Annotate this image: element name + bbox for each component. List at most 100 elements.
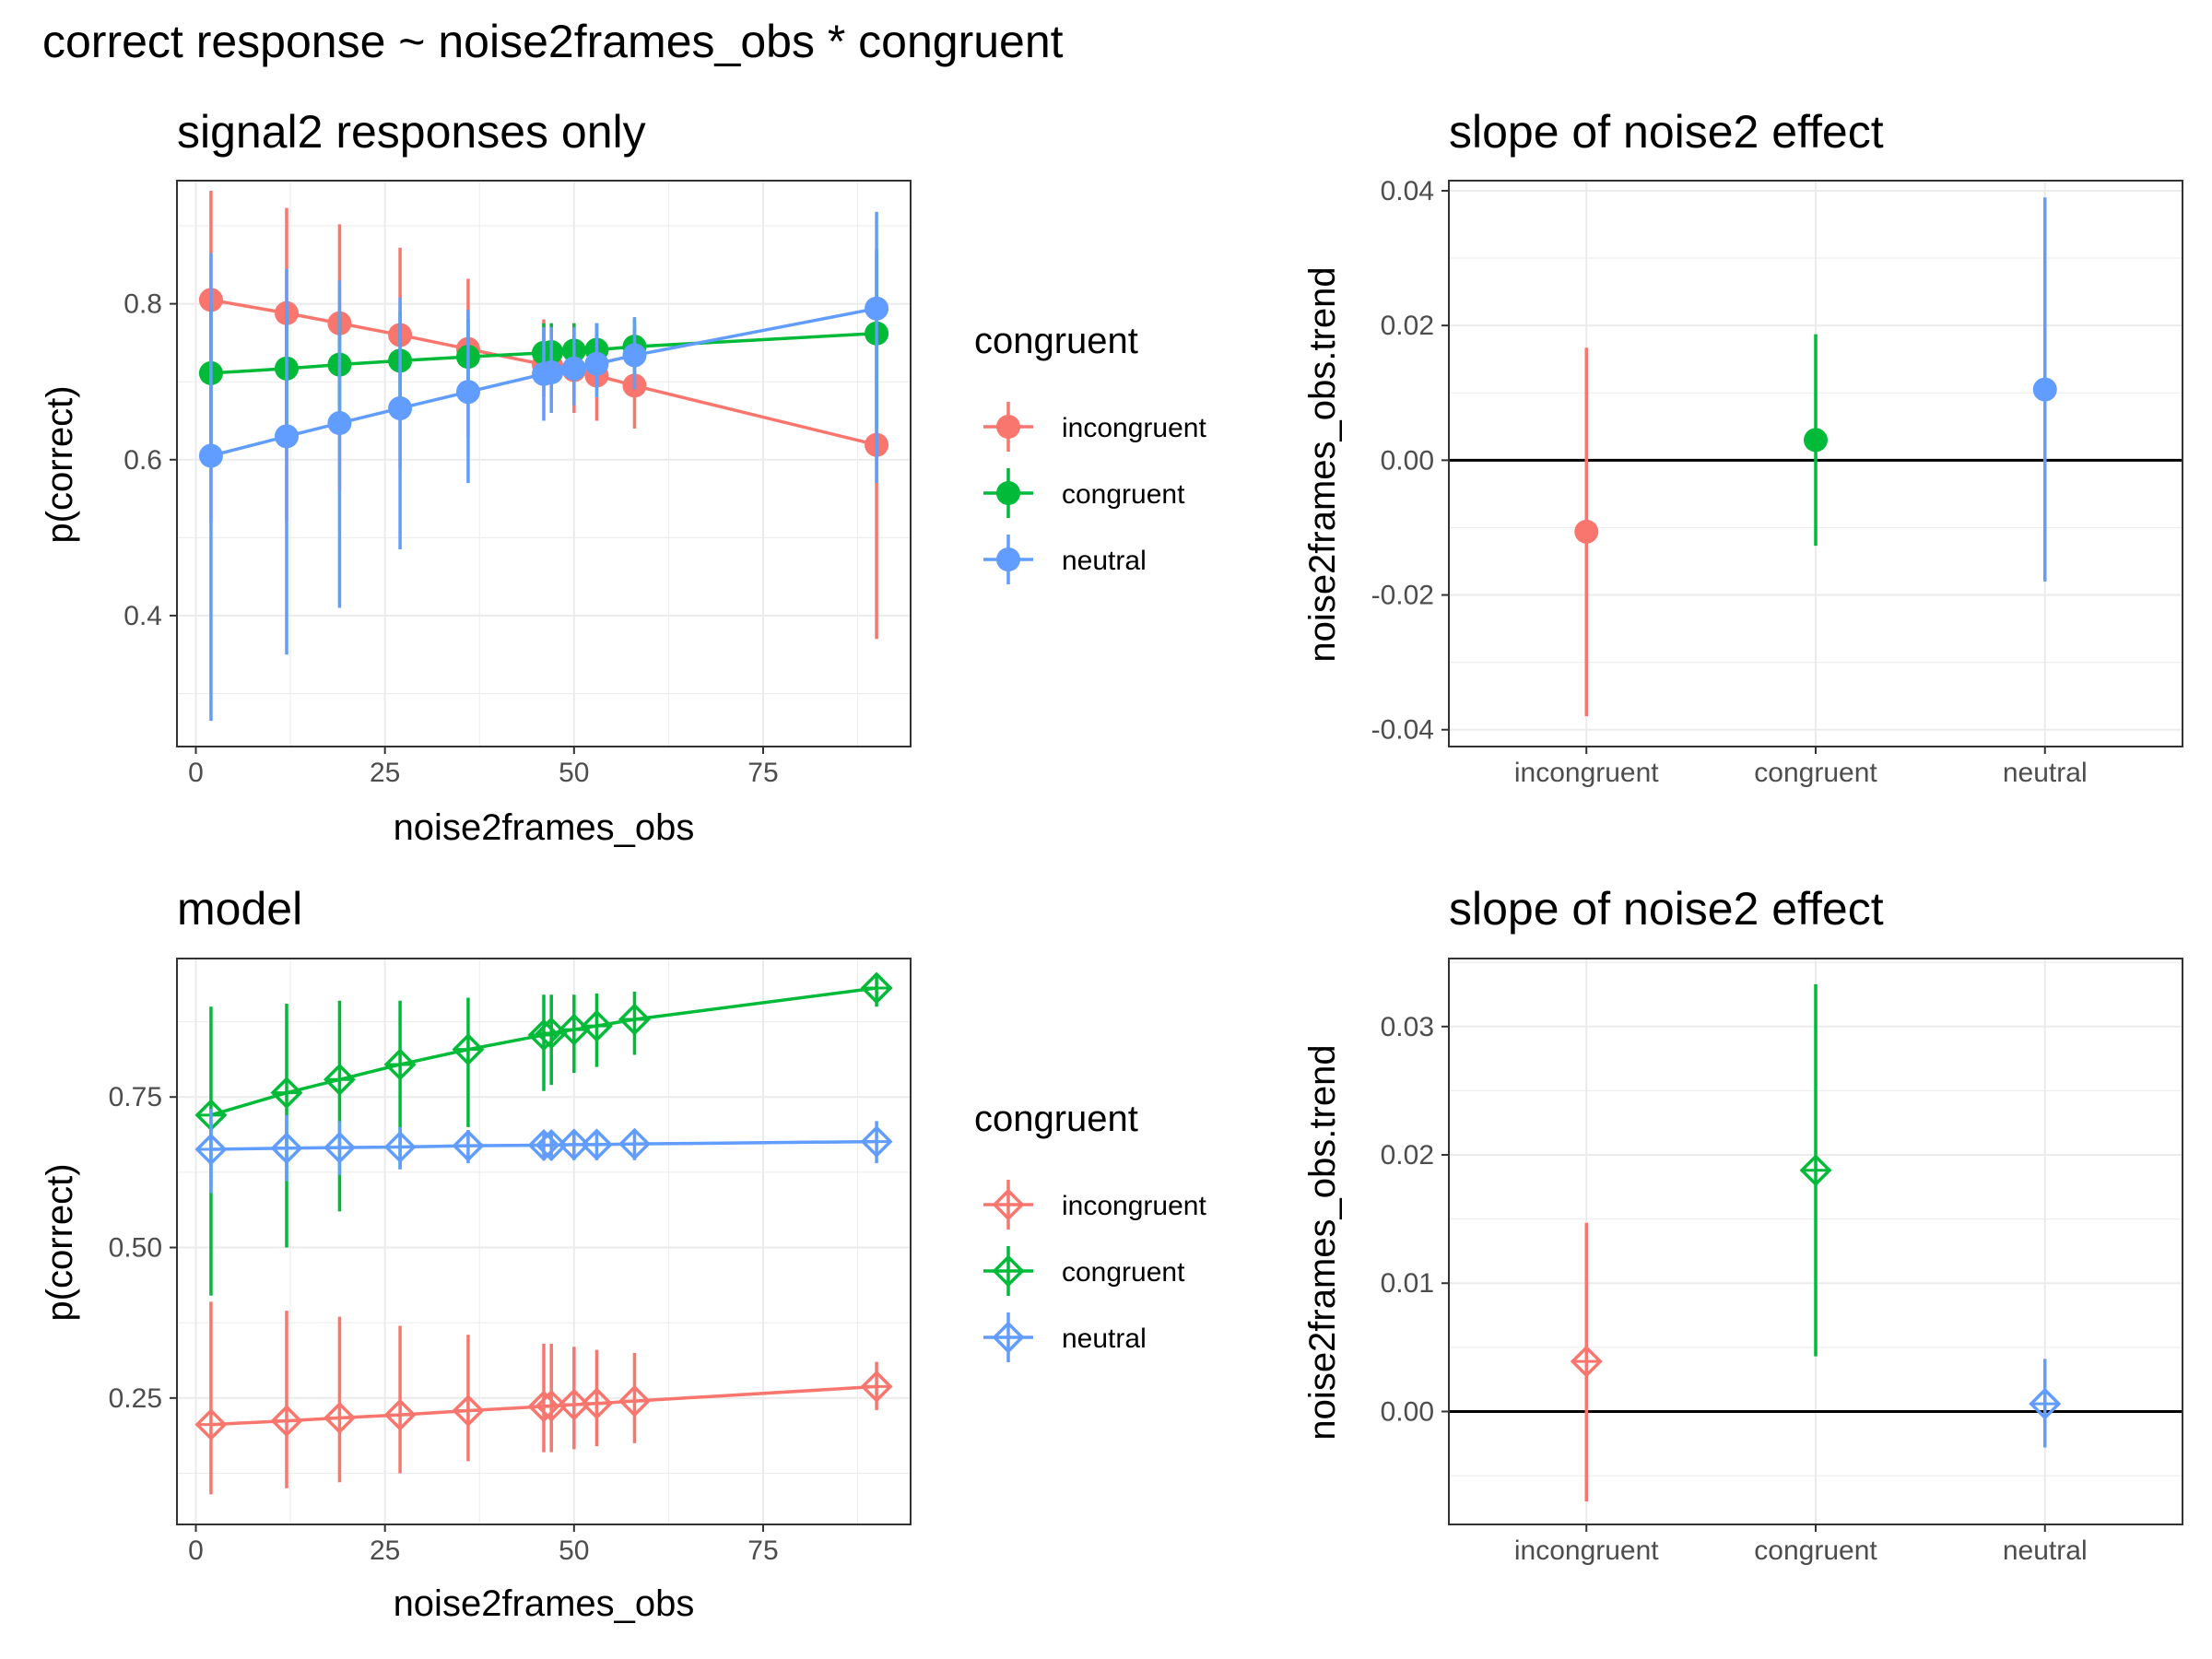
x-tick-label: 25 — [370, 758, 400, 788]
y-tick-label: -0.02 — [1371, 581, 1434, 611]
panel-title: signal2 responses only — [177, 106, 646, 158]
data-point — [618, 1384, 651, 1418]
panel-title: model — [177, 883, 302, 935]
panel-border — [176, 958, 912, 1525]
y-tick-label: 0.02 — [1381, 311, 1434, 341]
legend-key-marker — [992, 1254, 1025, 1288]
y-tick-label: -0.04 — [1371, 715, 1434, 746]
data-point — [274, 424, 299, 449]
x-tick-label: 0 — [188, 758, 204, 788]
y-tick-label: 0.50 — [109, 1233, 162, 1264]
plot-area-slope-model: incongruent congruent neutral 0.00 0.01 0.02 0… — [1381, 958, 2183, 1566]
data-point — [2029, 1387, 2062, 1420]
panel-model: model 0 25 50 75 0.25 0.50 0.75 noise2frames_o… — [40, 883, 1206, 1624]
data-point — [194, 1408, 228, 1441]
data-point — [323, 1063, 356, 1096]
data-point — [865, 296, 889, 321]
data-point — [1574, 519, 1599, 544]
data-point — [618, 1003, 651, 1036]
x-tick-label: neutral — [2003, 1535, 2088, 1566]
plot-area-slope-observed: incongruent congruent neutral -0.04 -0.02 0.0… — [1371, 176, 2183, 788]
plot-area-signal2: 0 25 50 75 0.4 0.6 0.8 — [124, 180, 912, 788]
estimate-incongruent — [1574, 347, 1599, 717]
series-neutral — [194, 1109, 893, 1194]
legend-key-marker — [992, 1321, 1025, 1354]
x-tick-label: 0 — [188, 1535, 204, 1566]
y-axis-title: p(correct) — [40, 385, 80, 543]
data-point — [455, 380, 480, 405]
estimate-neutral — [2032, 197, 2057, 582]
series-neutral — [198, 211, 889, 722]
estimate-congruent — [1804, 334, 1828, 547]
data-point — [622, 343, 647, 368]
data-point — [383, 1398, 417, 1431]
legend-key-marker — [992, 1188, 1025, 1221]
data-point — [452, 1129, 485, 1162]
data-point — [1804, 428, 1828, 453]
data-point — [194, 1133, 228, 1166]
x-tick-label: 25 — [370, 1535, 400, 1566]
x-tick-label: incongruent — [1514, 1535, 1659, 1566]
estimate-congruent — [1799, 983, 1832, 1357]
legend-signal2: congruent incongruent congruent neutral — [974, 321, 1206, 584]
data-point — [452, 1394, 485, 1428]
data-point — [198, 443, 223, 468]
data-point — [323, 1401, 356, 1434]
y-tick-label: 0.25 — [109, 1383, 162, 1414]
main-title: correct response ~ noise2frames_obs * co… — [42, 16, 1064, 67]
legend-label: congruent — [1062, 479, 1185, 510]
x-tick-label: neutral — [2003, 758, 2088, 788]
legend-item-incongruent: incongruent — [983, 1180, 1206, 1230]
y-axis-title: noise2frames_obs.trend — [1302, 266, 1343, 662]
panel-signal2-responses: signal2 responses only 0 25 50 750.40.60.8 … — [40, 106, 1206, 848]
y-tick-label: 0.03 — [1381, 1012, 1434, 1042]
x-tick-label: 50 — [559, 1535, 589, 1566]
panel-title: slope of noise2 effect — [1449, 883, 1884, 935]
y-tick-label: 0.6 — [124, 445, 162, 476]
data-point — [1570, 1345, 1603, 1378]
data-point — [860, 971, 893, 1005]
y-tick-label: 0.75 — [109, 1082, 162, 1112]
data-point — [452, 1033, 485, 1066]
y-tick-label: 0.01 — [1381, 1268, 1434, 1299]
data-point — [580, 1009, 613, 1042]
data-point — [580, 1387, 613, 1420]
data-point — [270, 1132, 303, 1165]
panel-title: slope of noise2 effect — [1449, 106, 1884, 158]
x-axis-title: noise2frames_obs — [394, 1583, 695, 1624]
data-point — [327, 411, 352, 436]
y-axis-title: noise2frames_obs.trend — [1302, 1044, 1343, 1440]
y-tick-label: 0.00 — [1381, 1396, 1434, 1427]
legend-label: neutral — [1062, 546, 1147, 576]
x-tick-label: 75 — [747, 758, 778, 788]
legend-label: incongruent — [1062, 1191, 1206, 1221]
legend-item-neutral: neutral — [983, 535, 1147, 584]
y-tick-label: 0.4 — [124, 601, 162, 631]
estimate-incongruent — [1570, 1222, 1603, 1501]
data-point — [618, 1127, 651, 1160]
data-point — [539, 360, 564, 385]
data-point — [860, 1370, 893, 1403]
x-axis-title: noise2frames_obs — [394, 807, 695, 848]
panel-border — [176, 180, 912, 747]
x-tick-label: 50 — [559, 758, 589, 788]
x-tick-label: congruent — [1754, 758, 1877, 788]
y-tick-label: 0.00 — [1381, 445, 1434, 476]
data-point — [561, 356, 586, 381]
data-point — [2032, 377, 2057, 402]
data-point — [580, 1128, 613, 1161]
y-axis-title: p(correct) — [40, 1163, 80, 1321]
data-point — [383, 1048, 417, 1081]
legend-key-marker — [996, 415, 1020, 439]
data-point — [270, 1077, 303, 1110]
y-tick-label: 0.8 — [124, 289, 162, 320]
y-tick-label: 0.04 — [1381, 176, 1434, 206]
legend-title: congruent — [974, 321, 1138, 361]
data-point — [383, 1130, 417, 1163]
data-point — [860, 1125, 893, 1159]
legend-key-marker — [996, 481, 1020, 505]
data-point — [584, 351, 609, 376]
panel-slope-model: slope of noise2 effect incongruent congru… — [1302, 883, 2183, 1566]
data-point — [1799, 1154, 1832, 1187]
